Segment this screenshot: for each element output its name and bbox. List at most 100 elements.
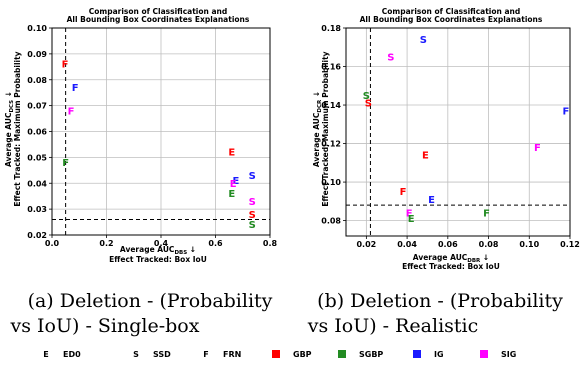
x-axis-label-arrow: ↓ — [480, 253, 489, 262]
caption-line1: (b) Deletion - (Probability — [317, 290, 563, 312]
y-axis-label-subscript: DCR — [317, 99, 323, 113]
data-point-F-SGBP: F — [483, 208, 490, 219]
data-point-E-SGBP: E — [228, 189, 235, 200]
y-tick-label: 0.08 — [321, 217, 341, 226]
legend-swatch — [338, 350, 346, 358]
legend-item-sgbp: SGBP — [338, 350, 383, 359]
data-point-S-SGBP: S — [363, 91, 370, 102]
legend-marker: E — [43, 350, 48, 359]
y-axis-label-arrow: ↓ — [312, 91, 321, 100]
data-point-S-SIG: S — [387, 52, 394, 63]
x-axis-label-subscript: DBR — [467, 258, 481, 264]
x-tick-label: 0.6 — [208, 239, 223, 248]
y-tick-label: 0.16 — [321, 63, 341, 72]
legend-label: IG — [434, 350, 444, 359]
legend-item-ig: IG — [413, 350, 444, 359]
y-tick-label: 0.14 — [321, 101, 341, 110]
y-tick-label: 0.08 — [27, 76, 47, 85]
x-tick-label: 0.02 — [356, 240, 376, 249]
y-tick-label: 0.05 — [27, 153, 47, 162]
y-axis-label-main: Average AUC — [312, 112, 321, 167]
legend-label: ED0 — [63, 350, 81, 359]
data-point-E-GBP: E — [422, 151, 429, 162]
y-tick-label: 0.12 — [321, 140, 341, 149]
y-tick-label: 0.07 — [27, 102, 47, 111]
y-axis-label-line2: Effect Tracked: Maximum Probability — [13, 51, 22, 206]
data-point-F-SGBP: F — [62, 158, 69, 169]
x-tick-label: 0.12 — [560, 240, 580, 249]
x-axis-label-subscript: DBS — [174, 250, 187, 256]
y-tick-label: 0.03 — [27, 205, 47, 214]
x-axis-label-main: Average AUC — [413, 253, 468, 262]
data-point-F-IG: F — [72, 83, 79, 94]
y-axis-label-arrow: ↓ — [4, 91, 13, 100]
legend-swatch — [272, 350, 280, 358]
x-tick-label: 0.2 — [99, 239, 113, 248]
y-axis-label-line2: Effect Tracked: Maximum Probability — [321, 51, 330, 206]
chart-panel-b: Comparison of Classification and All Bou… — [307, 7, 580, 337]
x-tick-label: 0.4 — [154, 239, 169, 248]
data-point-S-SIG: S — [249, 197, 256, 208]
y-tick-label: 0.06 — [27, 128, 47, 137]
legend-label: FRN — [223, 350, 241, 359]
legend-label: SIG — [501, 350, 516, 359]
data-point-F-GBP: F — [400, 187, 407, 198]
x-tick-label: 0.10 — [519, 240, 539, 249]
data-point-F-IG: F — [563, 106, 570, 117]
data-point-S-IG: S — [249, 171, 256, 182]
legend-label: SGBP — [359, 350, 383, 359]
data-point-S-IG: S — [420, 35, 427, 46]
data-point-E-IG: E — [233, 176, 240, 187]
x-axis-label-main: Average AUC — [120, 245, 175, 254]
y-axis-label: Average AUCDCR ↓ — [312, 91, 323, 167]
data-point-E-SGBP: E — [408, 214, 415, 225]
legend-swatch — [480, 350, 488, 358]
legend-marker: F — [203, 350, 208, 359]
data-point-S-GBP: S — [365, 99, 372, 110]
chart-panel-a: Comparison of Classification and All Bou… — [4, 7, 278, 337]
y-axis-label-subscript: DCS — [9, 100, 15, 113]
y-tick-label: 0.10 — [321, 178, 341, 187]
x-tick-label: 0.0 — [45, 239, 60, 248]
data-point-E-GBP: E — [228, 148, 235, 159]
x-tick-label: 0.04 — [397, 240, 417, 249]
y-axis-label: Average AUCDCS ↓ — [4, 91, 15, 167]
x-axis-label: Average AUCDBS ↓ — [120, 245, 196, 256]
y-axis-label-main: Average AUC — [4, 112, 13, 167]
chart-title-line1: Comparison of Classification and — [382, 7, 521, 16]
data-point-F-SIG: F — [534, 143, 541, 154]
caption-line2: vs IoU) - Single-box — [10, 315, 200, 337]
data-point-S-SGBP: S — [249, 220, 256, 231]
legend-item-sig: SIG — [480, 350, 516, 359]
y-tick-label: 0.10 — [27, 24, 47, 33]
y-tick-label: 0.18 — [321, 24, 341, 33]
y-tick-label: 0.09 — [27, 50, 47, 59]
data-point-E-SIG: E — [406, 208, 413, 219]
chart-title-line2: All Bounding Box Coordinates Explanation… — [360, 15, 543, 24]
legend-marker: S — [133, 350, 139, 359]
data-point-S-GBP: S — [249, 210, 256, 221]
data-point-E-IG: E — [428, 195, 435, 206]
chart-title-line2: All Bounding Box Coordinates Explanation… — [67, 15, 250, 24]
plot-area-frame — [345, 27, 571, 237]
x-axis-label: Average AUCDBR ↓ — [413, 253, 489, 264]
legend: E ED0 S SSD F FRN GBP SGBP IG SIG — [43, 350, 516, 359]
legend-item-gbp: GBP — [272, 350, 312, 359]
legend-label: SSD — [153, 350, 171, 359]
legend-item-ed0: E ED0 — [43, 350, 81, 359]
legend-swatch — [413, 350, 421, 358]
caption-line1: (a) Deletion - (Probability — [28, 290, 273, 312]
caption-line2: vs IoU) - Realistic — [307, 315, 479, 337]
data-point-F-SIG: F — [68, 106, 75, 117]
legend-label: GBP — [293, 350, 312, 359]
data-point-F-GBP: F — [62, 60, 69, 71]
legend-item-ssd: S SSD — [133, 350, 171, 359]
chart-title-line1: Comparison of Classification and — [89, 7, 228, 16]
x-axis-label-arrow: ↓ — [187, 245, 196, 254]
x-axis-label-line2: Effect Tracked: Box IoU — [402, 262, 500, 271]
x-axis-label-line2: Effect Tracked: Box IoU — [109, 255, 207, 264]
y-tick-label: 0.04 — [27, 179, 47, 188]
x-tick-label: 0.08 — [479, 240, 499, 249]
x-tick-label: 0.06 — [438, 240, 458, 249]
